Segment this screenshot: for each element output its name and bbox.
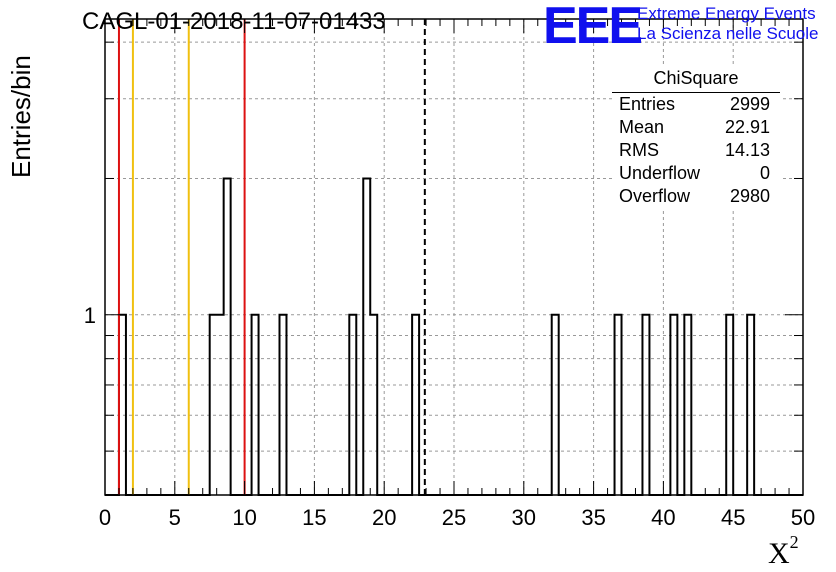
- x-axis-label-superscript: 2: [789, 532, 799, 552]
- x-tick-label: 35: [581, 505, 605, 530]
- stats-value: 0: [759, 163, 770, 183]
- stats-title: ChiSquare: [612, 64, 780, 93]
- x-tick-label: 0: [99, 505, 111, 530]
- x-tick-label: 25: [442, 505, 466, 530]
- histogram-bin: [217, 315, 224, 495]
- stats-row: Entries 2999: [612, 93, 780, 116]
- histogram-bin: [670, 315, 677, 495]
- y-axis-label: Entries/bin: [6, 55, 36, 178]
- stats-value: 22.91: [724, 117, 770, 137]
- stats-value: 14.13: [724, 140, 770, 160]
- stats-row: Mean 22.91: [612, 116, 780, 139]
- x-tick-label: 10: [232, 505, 256, 530]
- stats-label: Entries: [619, 94, 676, 114]
- y-tick-label: 1: [84, 303, 96, 328]
- histogram-bin: [280, 315, 287, 495]
- x-tick-label: 15: [302, 505, 326, 530]
- logo-line-1: Extreme Energy Events: [637, 4, 816, 23]
- stats-row: Overflow 2980: [612, 185, 780, 208]
- chart-title: CAGL-01-2018-11-07-01433: [82, 8, 386, 35]
- stats-label: Overflow: [619, 186, 691, 206]
- eee-logo: EEE: [543, 0, 643, 55]
- histogram-bin: [252, 315, 259, 495]
- stats-box: ChiSquare Entries 2999 Mean 22.91 RMS 14.13 Un…: [612, 64, 780, 208]
- x-tick-label: 45: [721, 505, 745, 530]
- histogram-bin: [642, 315, 649, 495]
- stats-label: Mean: [619, 117, 665, 137]
- logo-line-2: La Scienza nelle Scuole: [637, 24, 819, 43]
- x-axis-label-base: X: [768, 537, 790, 570]
- x-tick-label: 20: [372, 505, 396, 530]
- x-tick-label: 30: [512, 505, 536, 530]
- histogram-bin: [349, 315, 356, 495]
- stats-value: 2999: [729, 94, 770, 114]
- histogram-bin: [210, 315, 217, 495]
- histogram-bin: [224, 178, 231, 495]
- stats-label: RMS: [619, 140, 659, 160]
- stats-value: 2980: [729, 186, 770, 206]
- x-tick-label: 5: [169, 505, 181, 530]
- histogram-bin: [615, 315, 622, 495]
- stats-row: Underflow 0: [612, 162, 780, 185]
- x-axis-label: X2: [768, 532, 799, 571]
- histogram-bin: [370, 315, 377, 495]
- histogram-bin: [684, 315, 691, 495]
- x-tick-label: 50: [791, 505, 815, 530]
- stats-label: Underflow: [619, 163, 701, 183]
- histogram-bin: [552, 315, 559, 495]
- histogram-bin: [726, 315, 733, 495]
- histogram-bin: [363, 178, 370, 495]
- histogram-bin: [119, 315, 126, 495]
- stats-rows: Entries 2999 Mean 22.91 RMS 14.13 Underflow 0 Ov…: [612, 93, 780, 208]
- stats-row: RMS 14.13: [612, 139, 780, 162]
- x-tick-label: 40: [651, 505, 675, 530]
- histogram-bin: [747, 315, 754, 495]
- histogram-bin: [412, 315, 419, 495]
